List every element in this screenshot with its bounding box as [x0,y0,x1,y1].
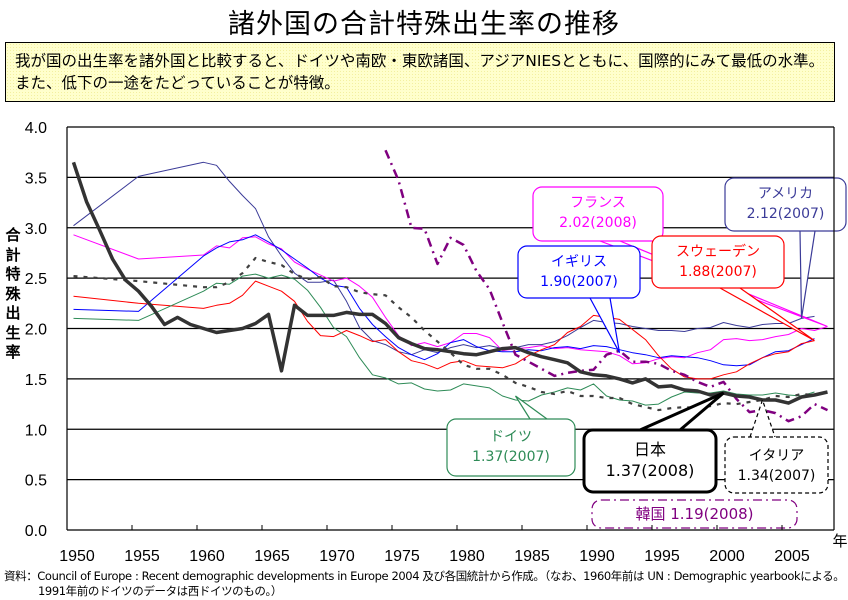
summary-box: 我が国の出生率を諸外国と比較すると、ドイツや南欧・東欧諸国、アジアNIESととも… [5,42,835,102]
y-tick-label: 1.5 [25,372,47,389]
callout-pointer-italy [749,398,776,438]
callout-frame-france [532,186,664,242]
x-tick-label: 2000 [709,548,745,565]
callout-pointer-japan [639,391,725,432]
x-tick-label: 1960 [189,548,225,565]
x-tick-label: 1985 [514,548,550,565]
callout-japan-value: 1.37(2008) [605,461,695,480]
series-line-スウェーデン [73,280,815,380]
callout-box-usa [724,177,847,319]
callouts-group [446,177,847,529]
x-tick-label: 2005 [774,548,810,565]
callout-frame-usa [724,177,847,232]
callout-frame-korea [591,499,798,529]
footnote-line1: 資料：Council of Europe : Recent demographi… [4,569,845,583]
series-line-アメリカ [73,161,815,356]
callout-sweden-value: 1.88(2007) [679,264,757,280]
axes: 0.0 0.5 1.0 1.5 2.0 2.5 3.0 3.5 4.0 1950 1955 1960 1… [25,120,848,565]
callout-korea-value: 1.19(2008) [670,505,754,523]
y-tick-label: 3.5 [25,170,47,187]
callout-sweden-country: スウェーデン [676,244,760,260]
callout-frame-sweden [651,235,785,289]
callout-frame-italy [724,436,829,494]
callout-uk-value: 1.90(2007) [540,274,618,290]
series-group [71,149,829,423]
callout-pointer-uk [589,297,621,353]
callout-sweden: スウェーデン 1.88(2007) [652,242,784,282]
callout-pointer-usa [799,230,816,319]
callout-frame-germany [446,418,576,477]
callout-box-italy [724,398,829,494]
callout-uk: イギリス 1.90(2007) [518,252,640,292]
x-tick-label: 1980 [449,548,485,565]
callout-france: フランス 2.02(2008) [533,193,663,233]
callout-france-value: 2.02(2008) [559,215,637,231]
y-tick-label: 0.0 [25,523,47,540]
x-axis-label: 年 [832,532,847,550]
callout-box-germany [446,395,576,477]
callout-frame-uk [517,245,641,299]
callout-japan: 日本 1.37(2008) [584,439,716,481]
series-line-韓国 [384,149,829,423]
callout-italy-country: イタリア [748,448,805,464]
x-tick-label: 1950 [59,548,95,565]
callout-box-sweden [651,235,815,342]
callout-pointer-sweden [719,287,815,342]
callout-box-korea [591,499,798,529]
callout-korea-country: 韓国 [635,505,666,523]
x-tick-label: 1955 [124,548,160,565]
callout-japan-country: 日本 [633,440,666,459]
callout-france-country: フランス [570,195,626,211]
callout-usa-value: 2.12(2007) [746,206,825,222]
footnote-line2: 1991年前のドイツのデータは西ドイツのもの。） [38,584,282,598]
x-tick-label: 1965 [254,548,290,565]
y-tick-label: 3.0 [25,221,47,238]
chart-title: 諸外国の合計特殊出生率の推移 [228,9,620,40]
x-tick-label: 1995 [644,548,680,565]
y-tick-label: 0.5 [25,473,47,490]
y-tick-label: 1.0 [25,422,47,439]
callout-germany-country: ドイツ [490,429,532,445]
callout-italy-value: 1.34(2007) [737,468,816,484]
callout-box-japan [582,391,725,494]
callout-uk-country: イギリス [551,254,607,270]
callout-frame-japan [582,428,718,494]
callout-germany-value: 1.37(2007) [472,449,550,465]
callout-italy: イタリア 1.34(2007) [725,446,828,486]
callout-usa-country: アメリカ [757,186,814,202]
callout-pointer-germany [514,395,548,420]
y-tick-label: 4.0 [25,120,47,137]
x-tick-label: 1990 [579,548,615,565]
x-tick-label: 1975 [384,548,420,565]
callout-germany: ドイツ 1.37(2007) [447,427,575,467]
y-tick-label: 2.0 [25,322,47,339]
series-line-日本 [71,161,828,405]
callout-box-uk [517,245,641,353]
callout-korea: 韓国 1.19(2008) [592,504,797,524]
y-axis-label: 合計特殊出生率 [5,226,21,361]
callout-usa: アメリカ 2.12(2007) [725,184,846,224]
y-tick-label: 2.5 [25,271,47,288]
x-tick-label: 1970 [319,548,355,565]
